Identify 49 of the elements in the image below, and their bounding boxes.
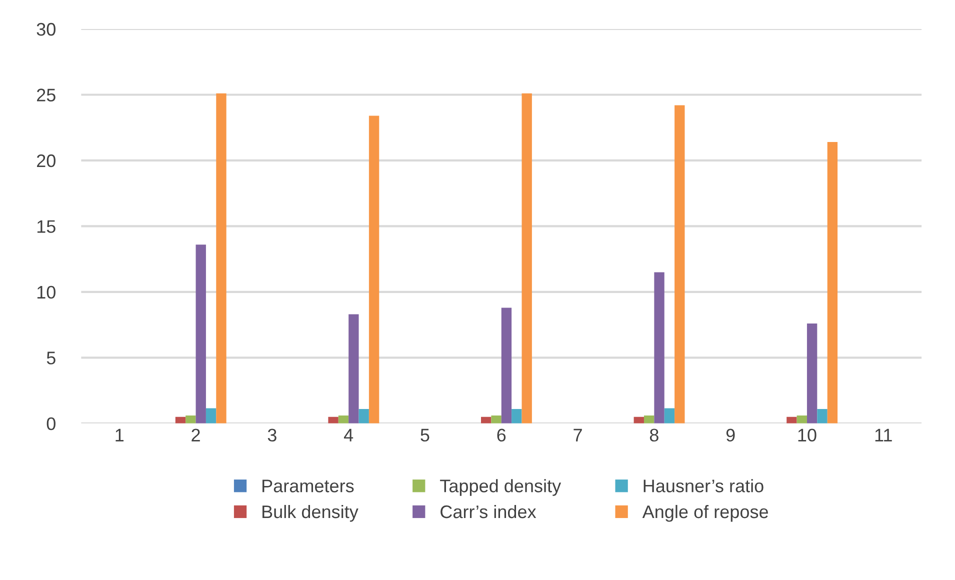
bar [634,416,644,424]
x-tick-label: 9 [726,428,735,442]
y-tick-label: 0 [46,417,56,430]
bar [827,142,838,424]
bar [501,308,512,424]
x-tick-label: 5 [420,428,430,442]
bar [491,416,502,424]
bar [522,93,532,424]
bar [206,408,216,424]
bar [368,116,380,424]
legend-label: Angle of repose [642,504,768,522]
x-tick-label: 10 [798,428,816,442]
legend-label: Bulk density [262,504,358,522]
legend-label: Parameters [262,480,354,492]
x-tick-label: 3 [268,428,276,442]
x-tick-label: 6 [497,428,506,442]
x-tick-label: 7 [574,428,582,442]
bar [674,105,685,424]
bar [216,93,226,424]
bar [512,408,522,424]
x-tick-label: 11 [875,428,892,442]
y-tick-label: 20 [37,154,56,168]
x-tick-label: 2 [192,428,200,442]
bar [806,323,818,424]
bar [664,408,675,424]
y-tick-label: 10 [37,286,56,299]
legend-label: Carr’s index [440,504,536,518]
x-tick-label: 8 [650,428,658,442]
bar [654,272,664,424]
y-tick-label: 15 [37,220,56,233]
bar [348,314,359,424]
bar [338,416,349,424]
y-tick-label: 25 [37,88,56,102]
legend-label: Hausner’s ratio [644,479,764,492]
bar [358,408,369,424]
x-tick-label: 4 [344,428,354,442]
bar [817,408,828,424]
y-tick-label: 5 [46,352,56,364]
bar [481,416,492,424]
bar [786,416,797,424]
bar [644,416,654,424]
bar [196,244,206,424]
bar [175,416,186,424]
bar [796,416,807,424]
bar [186,416,196,424]
legend-label: Tapped density [440,479,562,496]
y-tick-label: 30 [36,22,56,36]
x-tick-label: 1 [116,428,124,442]
bar [328,416,338,424]
